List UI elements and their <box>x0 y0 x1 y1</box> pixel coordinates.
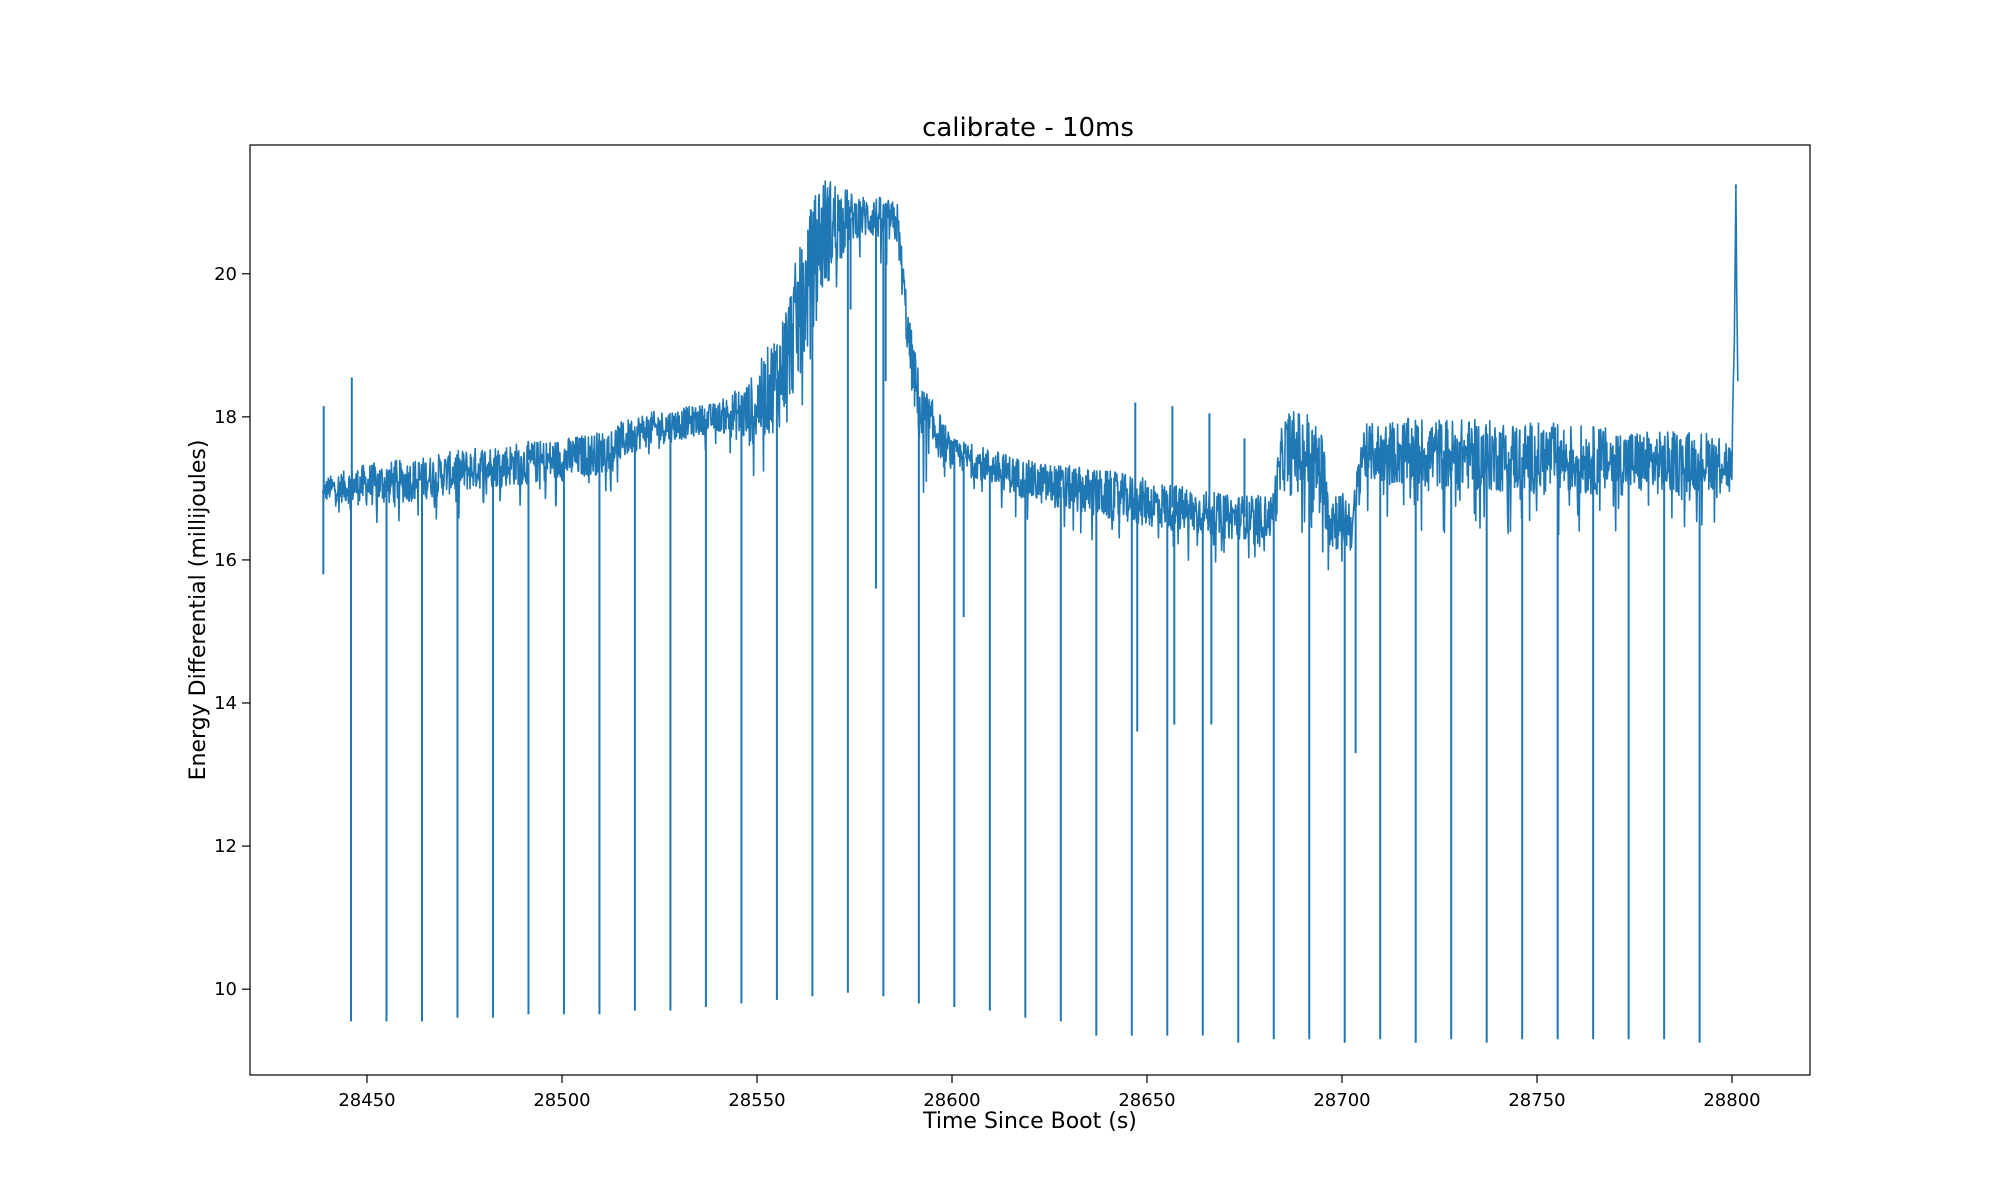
x-tick-label: 28800 <box>1703 1090 1760 1111</box>
y-tick-label: 18 <box>214 407 237 428</box>
series-layer <box>321 180 1739 1043</box>
x-axis-label: Time Since Boot (s) <box>922 1109 1137 1134</box>
y-axis: 10 12 14 16 18 20 <box>214 264 250 1000</box>
y-tick-label: 20 <box>214 264 237 285</box>
y-tick-label: 16 <box>214 550 237 571</box>
x-tick-label: 28600 <box>923 1090 980 1111</box>
y-tick-label: 12 <box>214 836 237 857</box>
x-tick-label: 28750 <box>1508 1090 1565 1111</box>
x-tick-label: 28500 <box>533 1090 590 1111</box>
y-tick-label: 10 <box>214 979 237 1000</box>
x-axis: 28450 28500 28550 28600 28650 28700 28750 28800 <box>338 1075 1761 1111</box>
y-tick-label: 14 <box>214 693 237 714</box>
series-line <box>321 180 1739 571</box>
x-tick-label: 28550 <box>728 1090 785 1111</box>
x-tick-label: 28650 <box>1118 1090 1175 1111</box>
y-axis-label: Energy Differential (millijoules) <box>186 440 211 781</box>
x-tick-label: 28700 <box>1313 1090 1370 1111</box>
x-tick-label: 28450 <box>338 1090 395 1111</box>
chart-title: calibrate - 10ms <box>922 113 1134 143</box>
plot-frame <box>249 144 1811 1076</box>
